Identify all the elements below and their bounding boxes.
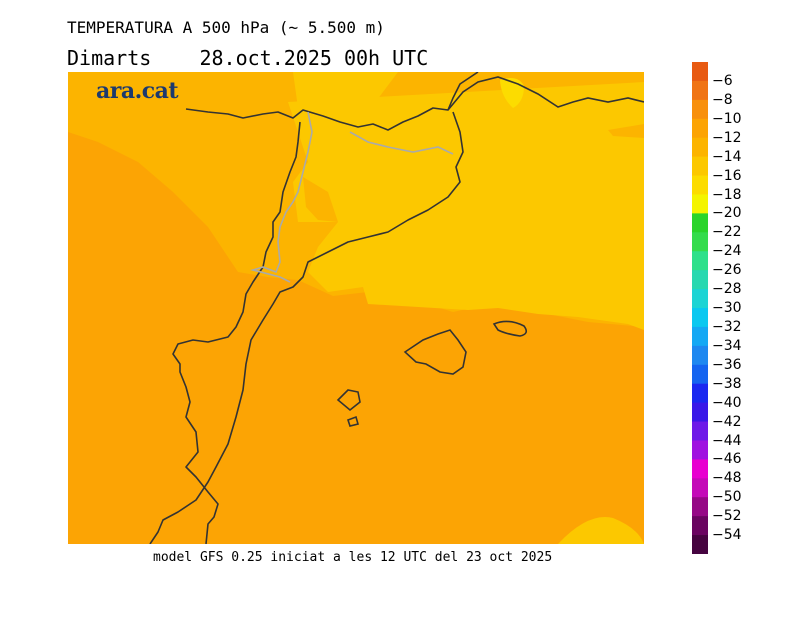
legend-label: −32: [712, 318, 742, 335]
legend-swatch: [692, 326, 708, 347]
legend-swatch: [692, 137, 708, 158]
border-line: [250, 111, 454, 283]
legend-label: −18: [712, 186, 742, 203]
legend-label: −6: [712, 72, 733, 89]
coastline-west: [172, 121, 301, 544]
legend-label: −16: [712, 167, 742, 184]
chart-subtitle: Dimarts 28.oct.2025 00h UTC: [67, 46, 428, 70]
ara-cat-logo: ara.cat: [96, 78, 179, 104]
legend-swatch: [692, 345, 708, 366]
legend-label: −42: [712, 413, 742, 430]
legend-label: −30: [712, 300, 742, 316]
legend-swatch: [692, 232, 708, 252]
legend-label: −12: [712, 129, 742, 146]
island-mallorca: [403, 329, 467, 375]
legend-label: −44: [712, 432, 742, 449]
legend-label: −34: [712, 337, 742, 354]
legend-label: −24: [712, 243, 742, 260]
legend-swatch: [692, 175, 708, 195]
date-label: 28.oct.2025 00h UTC: [199, 46, 429, 70]
color-legend: [692, 62, 708, 554]
legend-swatch: [692, 194, 708, 214]
legend-label: −20: [712, 205, 742, 222]
field-zone-14-east: [608, 124, 644, 138]
legend-swatch: [692, 270, 708, 290]
legend-label: −22: [712, 224, 742, 241]
legend-swatch: [692, 99, 708, 120]
legend-swatch: [692, 478, 708, 498]
legend-label: −54: [712, 527, 742, 544]
legend-label: −46: [712, 451, 742, 468]
chart-title: TEMPERATURA A 500 hPa (~ 5.500 m): [67, 18, 385, 37]
legend-swatch: [692, 156, 708, 177]
legend-label: −52: [712, 508, 742, 525]
legend-swatch: [692, 459, 708, 479]
legend-label: −48: [712, 470, 742, 487]
legend-swatch: [692, 62, 708, 82]
legend-label: −8: [712, 91, 733, 108]
field-zone-16-left: [293, 72, 398, 122]
legend-label: −40: [712, 394, 742, 411]
coastline-east: [447, 76, 644, 111]
day-label: Dimarts: [67, 46, 152, 70]
temperature-map: [68, 72, 644, 544]
legend-label: −36: [712, 356, 742, 373]
field-zone-16-south: [558, 517, 644, 544]
legend-swatch: [692, 364, 708, 385]
legend-swatch: [692, 308, 708, 328]
legend-swatch: [692, 402, 708, 423]
legend-label: −26: [712, 262, 742, 279]
legend-swatch: [692, 421, 708, 441]
legend-label: −14: [712, 148, 742, 165]
legend-swatch: [692, 289, 708, 309]
island-ibiza: [336, 389, 361, 412]
legend-swatch: [692, 516, 708, 536]
legend-label: −50: [712, 489, 742, 506]
legend-swatch: [692, 440, 708, 460]
field-zone-18: [500, 78, 524, 108]
legend-swatch: [692, 80, 708, 101]
legend-swatch: [692, 118, 708, 139]
legend-swatch: [692, 251, 708, 271]
legend-swatch: [692, 535, 708, 554]
model-info: model GFS 0.25 iniciat a les 12 UTC del …: [153, 550, 553, 565]
legend-label: −28: [712, 281, 742, 298]
island-formentera: [346, 415, 359, 427]
legend-label: −10: [712, 110, 742, 127]
island-menorca: [492, 320, 528, 337]
legend-swatch: [692, 213, 708, 233]
legend-swatch: [692, 497, 708, 517]
legend-label: −38: [712, 375, 742, 392]
coastline-mainland: [149, 72, 479, 544]
field-zone-16-pocket: [303, 177, 338, 222]
legend-swatch: [692, 383, 708, 404]
